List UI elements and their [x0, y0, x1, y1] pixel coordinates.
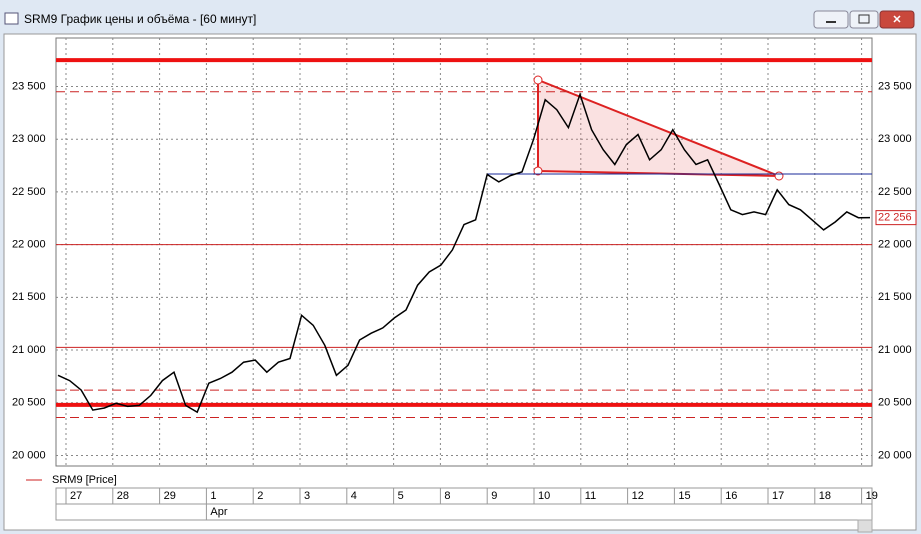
x-tick-label: 2 [257, 490, 263, 502]
x-tick-label: 5 [398, 490, 404, 502]
x-tick-label: 27 [70, 490, 82, 502]
y-tick-label: 21 000 [12, 344, 46, 356]
close-button[interactable] [879, 10, 915, 29]
y-tick-label-right: 21 500 [878, 291, 912, 303]
triangle-vertex [774, 171, 784, 181]
y-tick-label-right: 22 500 [878, 186, 912, 198]
x-tick-label: 12 [632, 490, 644, 502]
plot-area [55, 37, 873, 467]
x-tick-label: 9 [491, 490, 497, 502]
y-tick-label-right: 21 000 [878, 344, 912, 356]
y-tick-label: 22 500 [12, 186, 46, 198]
triangle-vertex [533, 166, 543, 176]
x-tick-label: 11 [585, 490, 596, 502]
scrollbar[interactable] [857, 519, 873, 533]
last-price-label: 22 256 [878, 212, 912, 224]
y-tick-label: 23 000 [12, 133, 46, 145]
y-tick-label: 23 500 [12, 80, 46, 92]
window-title: SRM9 График цены и объёма - [60 минут] [24, 12, 256, 26]
x-tick-label: 18 [819, 490, 831, 502]
y-tick-label: 20 000 [12, 449, 46, 461]
x-tick-label: 1 [210, 490, 216, 502]
y-tick-label: 20 500 [12, 397, 46, 409]
price-line [57, 92, 871, 414]
legend-label: SRM9 [Price] [52, 474, 117, 486]
x-tick-label: 8 [444, 490, 450, 502]
month-label: Apr [210, 506, 227, 518]
x-tick-label: 28 [117, 490, 129, 502]
app-icon [4, 12, 19, 25]
triangle-vertex [533, 75, 543, 85]
x-tick-label: 3 [304, 490, 310, 502]
x-tick-label: 29 [164, 490, 176, 502]
y-tick-label-right: 23 000 [878, 133, 912, 145]
close-icon: ✕ [892, 14, 901, 26]
minimize-button[interactable] [813, 10, 849, 29]
x-tick-label: 15 [678, 490, 690, 502]
x-tick-label: 4 [351, 490, 357, 502]
x-tick-label: 10 [538, 490, 550, 502]
x-tick-label: 16 [725, 490, 737, 502]
x-tick-label: 19 [866, 490, 878, 502]
restore-icon [858, 14, 870, 24]
y-tick-label-right: 20 500 [878, 397, 912, 409]
restore-button[interactable] [849, 10, 879, 29]
y-tick-label: 21 500 [12, 291, 46, 303]
y-tick-label-right: 23 500 [878, 80, 912, 92]
y-tick-label-right: 22 000 [878, 239, 912, 251]
last-price-box [875, 210, 917, 226]
y-tick-label-right: 20 000 [878, 449, 912, 461]
x-tick-label: 17 [772, 490, 784, 502]
y-tick-label: 22 000 [12, 239, 46, 251]
